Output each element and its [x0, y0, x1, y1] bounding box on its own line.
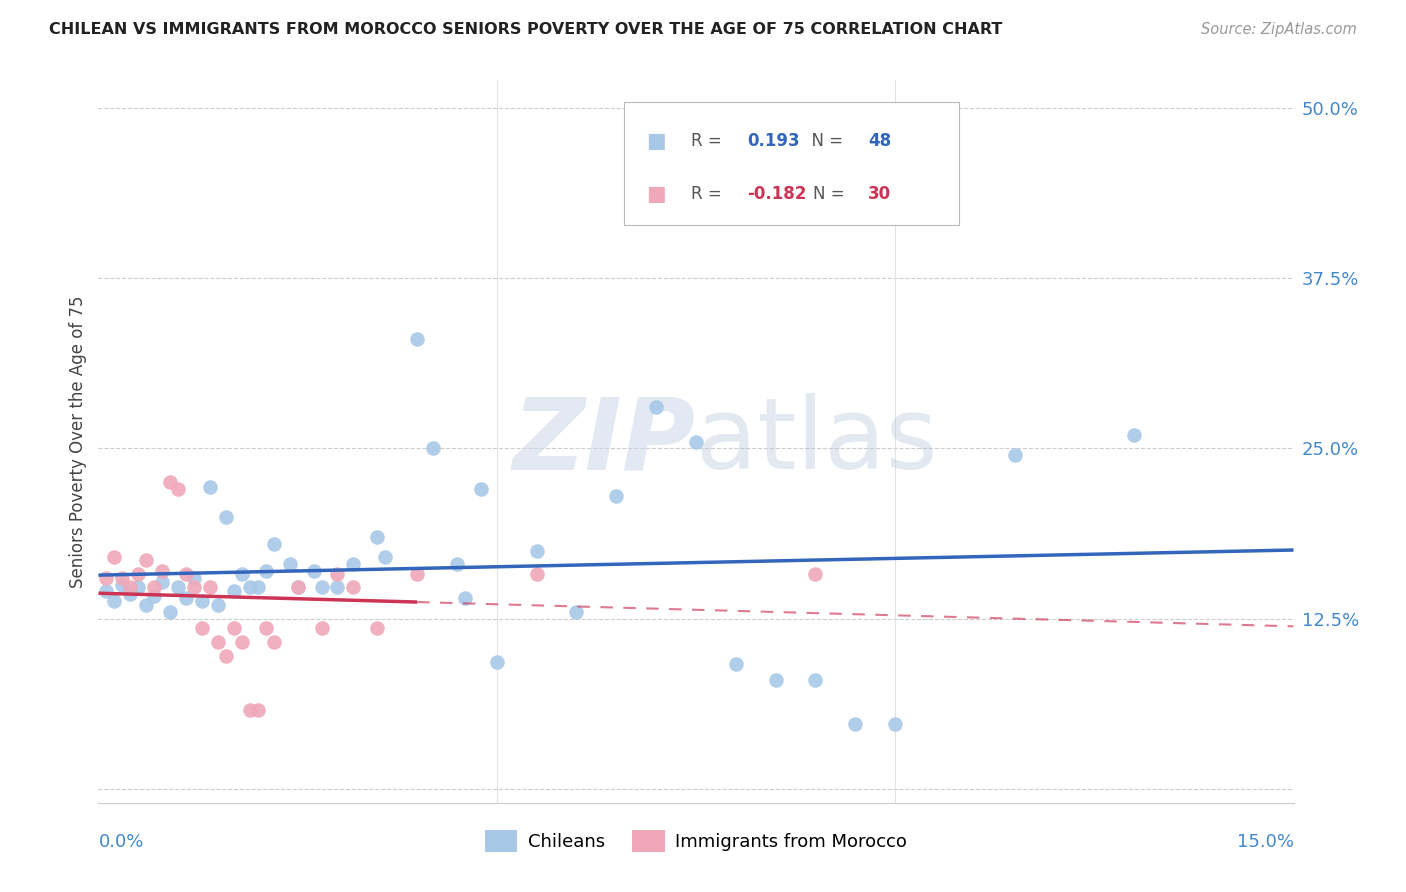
Point [120, 581, 142, 595]
Text: Source: ZipAtlas.com: Source: ZipAtlas.com [1201, 22, 1357, 37]
Point [884, 716, 907, 731]
Text: 30: 30 [868, 185, 891, 203]
Point [374, 550, 396, 565]
Point [239, 703, 262, 717]
Point [1123, 427, 1146, 442]
Point [191, 594, 214, 608]
Point [174, 591, 197, 606]
Point [685, 434, 707, 449]
Legend: Chileans, Immigrants from Morocco: Chileans, Immigrants from Morocco [478, 822, 914, 859]
Point [167, 482, 190, 496]
Point [167, 581, 190, 595]
Point [96, 584, 118, 599]
Point [422, 442, 444, 456]
Point [222, 621, 245, 635]
Point [231, 635, 253, 649]
Point [96, 571, 118, 585]
Point [446, 558, 468, 572]
Point [311, 621, 333, 635]
Point [111, 571, 134, 585]
Point [485, 656, 508, 670]
Point [239, 581, 262, 595]
Y-axis label: Seniors Poverty Over the Age of 75: Seniors Poverty Over the Age of 75 [69, 295, 87, 588]
Point [159, 605, 181, 619]
Point [246, 703, 269, 717]
Point [143, 589, 166, 603]
Text: 0.193: 0.193 [748, 132, 800, 150]
Point [191, 621, 214, 635]
Text: CHILEAN VS IMMIGRANTS FROM MOROCCO SENIORS POVERTY OVER THE AGE OF 75 CORRELATIO: CHILEAN VS IMMIGRANTS FROM MOROCCO SENIO… [49, 22, 1002, 37]
Point [287, 581, 309, 595]
Text: 0.0%: 0.0% [98, 833, 143, 851]
Point [127, 566, 149, 581]
Point [287, 581, 309, 595]
Point [254, 621, 277, 635]
Point [326, 566, 349, 581]
FancyBboxPatch shape [624, 102, 959, 225]
Point [342, 558, 364, 572]
Point [103, 550, 125, 565]
Point [263, 537, 285, 551]
Point [143, 581, 166, 595]
Text: ZIP: ZIP [513, 393, 696, 490]
Text: R =: R = [692, 132, 727, 150]
Point [150, 574, 173, 589]
Point [278, 558, 301, 572]
Point [120, 587, 142, 601]
Text: ■: ■ [645, 131, 665, 152]
Point [724, 657, 747, 671]
Point [804, 566, 827, 581]
Point [174, 566, 197, 581]
Point [366, 621, 388, 635]
Point [135, 598, 157, 612]
Text: N =: N = [813, 185, 851, 203]
Point [127, 581, 149, 595]
Point [326, 581, 349, 595]
Point [103, 594, 125, 608]
Point [406, 566, 429, 581]
Point [207, 635, 229, 649]
Point [526, 566, 548, 581]
Point [198, 581, 221, 595]
Point [215, 509, 238, 524]
Point [366, 530, 388, 544]
Point [565, 605, 588, 619]
Point [1004, 448, 1026, 462]
Text: atlas: atlas [696, 393, 938, 490]
Text: N =: N = [801, 132, 848, 150]
Text: ■: ■ [645, 184, 665, 204]
Point [222, 584, 245, 599]
Point [183, 581, 205, 595]
Point [311, 581, 333, 595]
Point [215, 648, 238, 663]
Point [844, 716, 866, 731]
Text: -0.182: -0.182 [748, 185, 807, 203]
Point [342, 581, 364, 595]
Point [231, 566, 253, 581]
Point [246, 581, 269, 595]
Text: R =: R = [692, 185, 727, 203]
Point [159, 475, 181, 490]
Point [804, 673, 827, 687]
Point [526, 543, 548, 558]
Point [454, 591, 477, 606]
Point [605, 489, 627, 503]
Text: 48: 48 [868, 132, 891, 150]
Point [111, 577, 134, 591]
Point [183, 571, 205, 585]
Point [302, 564, 325, 578]
Text: 15.0%: 15.0% [1236, 833, 1294, 851]
Point [198, 479, 221, 493]
Point [406, 332, 429, 346]
Point [207, 598, 229, 612]
Point [470, 482, 492, 496]
Point [135, 553, 157, 567]
Point [263, 635, 285, 649]
Point [254, 564, 277, 578]
Point [765, 673, 787, 687]
Point [150, 564, 173, 578]
Point [645, 401, 668, 415]
